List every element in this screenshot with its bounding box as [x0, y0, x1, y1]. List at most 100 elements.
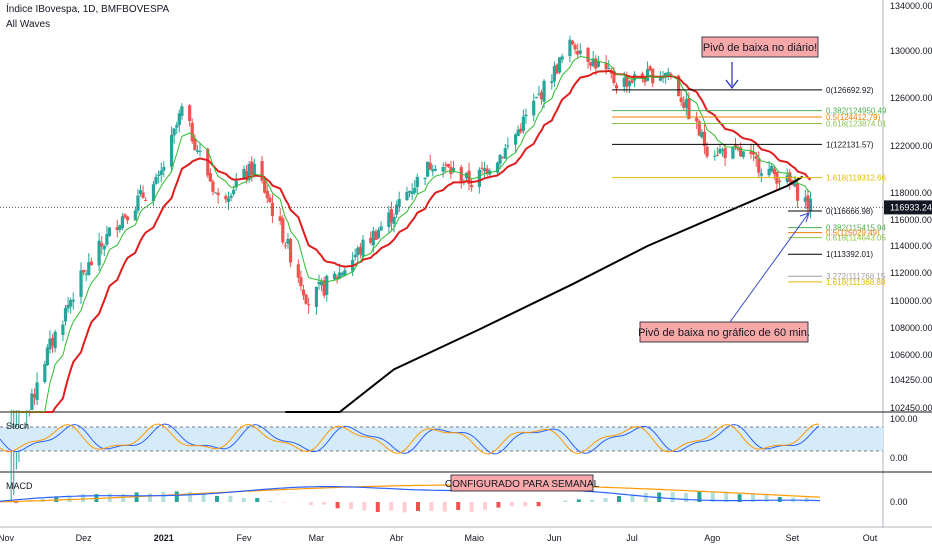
candle-body: [506, 145, 510, 147]
candle-body: [115, 227, 119, 231]
fib-level-label: 3.272(111768.15: [826, 272, 886, 281]
price-tick-label: 134000.00: [890, 1, 932, 11]
macd-histogram-bar: [362, 502, 367, 511]
candle-body: [175, 125, 179, 128]
macd-signal-line: [0, 484, 821, 503]
candle-body: [772, 168, 776, 175]
stochastic-pane: Stoch: [0, 421, 883, 455]
candle-body: [444, 164, 448, 166]
candle-body: [43, 364, 47, 383]
candle-body: [477, 169, 481, 187]
candle-body: [172, 128, 176, 136]
fib-level-label: 1(113392.01): [826, 250, 873, 259]
fib-level-label: 1.618(119312.66: [826, 174, 886, 183]
candle-body: [514, 134, 518, 145]
macd-histogram-bar: [188, 491, 193, 502]
price-tick-label: 114000.00: [890, 241, 932, 251]
candle-body: [107, 227, 112, 237]
candle-body: [431, 169, 435, 172]
stoch-label: Stoch: [6, 421, 29, 431]
candle-body: [426, 161, 430, 177]
macd-histogram-bar: [349, 502, 353, 510]
candle-body: [532, 100, 536, 116]
candle-body: [803, 197, 807, 202]
candle-body: [557, 57, 562, 73]
indicator-label: All Waves: [6, 19, 51, 30]
current-price-badge: [884, 200, 932, 215]
candle-body: [614, 85, 619, 89]
candle-body: [30, 393, 34, 410]
fib-level-label: 0.5(124412.79): [826, 113, 881, 122]
fib-level-label: 0.382(124950.49: [826, 107, 887, 116]
candle-body: [697, 121, 701, 136]
candle-body: [157, 174, 161, 176]
candle-body: [224, 195, 228, 200]
candle-body: [343, 270, 347, 276]
candle-body: [519, 128, 523, 133]
candle-body: [594, 58, 598, 69]
candle-body: [552, 66, 557, 82]
candle-body: [464, 172, 469, 179]
fibonacci-layer: 0(126692.92) 0.382(124950.490.5(124412.79…: [0, 86, 887, 287]
macd-histogram-bar: [81, 493, 85, 502]
current-price-label: 116933.24: [890, 202, 932, 212]
candle-body: [428, 162, 432, 170]
candle-body: [159, 170, 163, 175]
time-tick-label: 2021: [154, 533, 174, 543]
macd-line: [0, 486, 821, 502]
candle-body: [144, 199, 148, 201]
candle-body: [622, 77, 626, 87]
candle-body: [524, 114, 528, 117]
macd-histogram-bar: [429, 502, 434, 512]
candle-body: [785, 175, 789, 182]
candle-body: [542, 80, 546, 102]
ema-fast-line: [11, 55, 811, 413]
time-tick-label: Ago: [704, 533, 720, 543]
stoch-k-line: [0, 423, 820, 455]
candle-body: [369, 237, 373, 243]
candle-body: [371, 230, 375, 246]
macd-histogram-bar: [416, 502, 420, 512]
macd-histogram-bar: [643, 492, 648, 502]
candle-body: [718, 148, 722, 154]
candle-body: [612, 71, 616, 83]
candle-body: [50, 337, 55, 346]
candle-body: [66, 304, 70, 309]
candle-body: [195, 150, 200, 152]
candle-body: [335, 276, 339, 279]
candle-body: [501, 157, 505, 159]
fib-level-label: 1.618(111368.88: [826, 278, 886, 287]
candle-body: [720, 149, 725, 151]
fib-level-label: 0(126692.92): [826, 86, 874, 95]
candle-body: [356, 247, 360, 256]
price-tick-label: 112000.00: [890, 268, 932, 278]
macd-histogram-bar: [469, 502, 474, 512]
candle-body: [283, 245, 287, 247]
h60-pivot-note-bg: [639, 321, 809, 343]
price-tick-label: 108000.00: [890, 323, 932, 333]
candle-body: [379, 226, 383, 231]
candle-body: [806, 195, 810, 209]
stoch-d-line: [0, 423, 820, 455]
time-tick-label: Out: [863, 533, 878, 543]
candle-body: [658, 77, 663, 81]
candle-body: [550, 81, 554, 84]
candle-body: [723, 148, 727, 159]
macd-histogram-bar: [148, 493, 152, 502]
candle-body: [314, 286, 319, 307]
candle-body: [392, 217, 396, 224]
candle-body: [120, 216, 125, 229]
moving-averages-layer: [11, 55, 812, 413]
candle-body: [749, 151, 753, 155]
fib-level-label: 0.618(123874.01: [826, 120, 887, 129]
fib-level-label: 0.382(115415.94: [826, 224, 886, 233]
candle-body: [754, 156, 758, 159]
price-tick-label: 104250.00: [890, 375, 932, 385]
macd-histogram-bar: [483, 502, 487, 510]
candle-body: [777, 180, 782, 183]
candle-body: [105, 233, 109, 245]
annotations-layer: Pivô de baixa no diário! Pivô de baixa no…: [638, 36, 819, 343]
stoch-tick-label: 100.00: [890, 414, 918, 424]
candle-body: [596, 61, 600, 67]
